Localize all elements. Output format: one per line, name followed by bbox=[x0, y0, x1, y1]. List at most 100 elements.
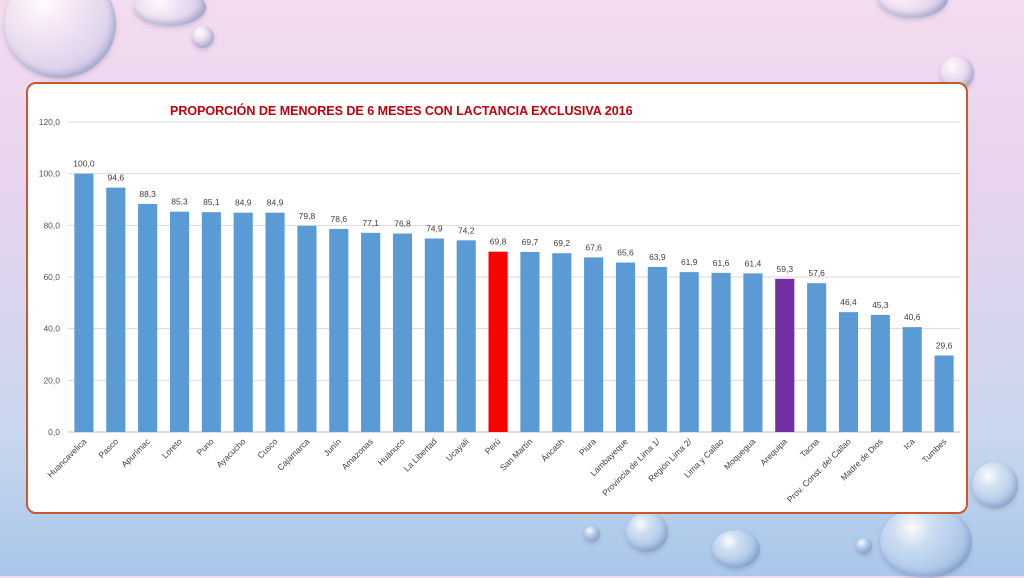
data-label: 78,6 bbox=[331, 214, 348, 224]
decorative-bubble bbox=[878, 0, 948, 18]
bar bbox=[870, 314, 890, 432]
x-tick-label: Piura bbox=[577, 436, 598, 457]
chart-card: PROPORCIÓN DE MENORES DE 6 MESES CON LAC… bbox=[26, 82, 968, 514]
decorative-bubble bbox=[192, 26, 214, 48]
data-label: 61,4 bbox=[745, 258, 762, 268]
decorative-bubble bbox=[972, 462, 1018, 508]
x-tick-label: Cajamarca bbox=[275, 436, 311, 472]
bar bbox=[233, 212, 253, 432]
data-label: 79,8 bbox=[299, 211, 316, 221]
bar bbox=[552, 253, 572, 432]
decorative-bubble bbox=[4, 0, 116, 78]
bar bbox=[838, 312, 859, 432]
x-tick-label: Tacna bbox=[798, 436, 821, 459]
x-tick-label: Amazonas bbox=[340, 436, 375, 471]
bar bbox=[902, 327, 922, 432]
data-label: 69,2 bbox=[554, 238, 571, 248]
bar bbox=[392, 233, 413, 432]
data-label: 29,6 bbox=[936, 341, 953, 351]
data-label: 69,8 bbox=[490, 237, 507, 247]
data-label: 74,9 bbox=[426, 224, 443, 234]
x-tick-label: Ayacucho bbox=[214, 436, 248, 470]
x-tick-label: Tumbes bbox=[920, 436, 949, 465]
bar bbox=[424, 238, 444, 432]
bar bbox=[138, 203, 158, 432]
x-tick-label: Provincia de Lima 1/ bbox=[600, 436, 662, 498]
data-label: 85,3 bbox=[171, 197, 188, 207]
data-label: 67,6 bbox=[585, 242, 602, 252]
x-tick-label: Perú bbox=[483, 436, 503, 456]
bar bbox=[615, 262, 636, 432]
data-label: 57,6 bbox=[808, 268, 825, 278]
data-label: 65,6 bbox=[617, 248, 634, 258]
bar bbox=[934, 355, 954, 432]
bar bbox=[329, 228, 349, 432]
y-tick-label: 60,0 bbox=[43, 272, 60, 282]
data-label: 84,9 bbox=[235, 198, 252, 208]
bar bbox=[743, 273, 763, 432]
data-label: 74,2 bbox=[458, 225, 475, 235]
x-tick-label: Junín bbox=[321, 436, 343, 458]
data-label: 94,6 bbox=[108, 173, 125, 183]
decorative-bubble bbox=[856, 538, 872, 554]
bar bbox=[584, 257, 604, 432]
x-tick-label: Huancavelica bbox=[45, 436, 88, 479]
data-label: 69,7 bbox=[522, 237, 539, 247]
x-tick-label: Cusco bbox=[255, 436, 279, 460]
bar bbox=[297, 225, 317, 432]
data-label: 61,6 bbox=[713, 258, 730, 268]
y-tick-label: 120,0 bbox=[39, 117, 61, 127]
bar bbox=[647, 266, 667, 432]
y-axis: 0,0 20,0 40,0 60,0 80,0 100,0 120,0 bbox=[39, 117, 61, 437]
x-tick-label: Moquegua bbox=[722, 436, 758, 472]
data-label: 61,9 bbox=[681, 257, 698, 267]
y-tick-label: 20,0 bbox=[43, 375, 60, 385]
bar bbox=[265, 212, 285, 432]
x-tick-label: Puno bbox=[195, 436, 216, 457]
decorative-bubble bbox=[134, 0, 206, 26]
x-tick-label: Ica bbox=[902, 436, 917, 451]
x-tick-label: Áncash bbox=[539, 436, 566, 463]
decorative-bubble bbox=[880, 506, 972, 578]
x-tick-label: La Libertad bbox=[402, 436, 439, 473]
data-label: 85,1 bbox=[203, 197, 220, 207]
y-tick-label: 40,0 bbox=[43, 324, 60, 334]
data-label: 59,3 bbox=[777, 264, 794, 274]
chart-title: PROPORCIÓN DE MENORES DE 6 MESES CON LAC… bbox=[170, 103, 633, 118]
y-tick-label: 0,0 bbox=[48, 427, 60, 437]
bar bbox=[361, 232, 381, 432]
bar bbox=[106, 187, 126, 432]
x-tick-label: Loreto bbox=[160, 436, 184, 460]
bar bbox=[169, 211, 190, 432]
x-tick-label: Pasco bbox=[96, 436, 120, 460]
x-axis: Huancavelica Pasco Apurímac Loreto PunoAyacu… bbox=[45, 436, 948, 505]
x-tick-label: Apurímac bbox=[119, 436, 152, 469]
x-tick-label: San Martín bbox=[498, 436, 535, 473]
data-label: 84,9 bbox=[267, 198, 284, 208]
y-tick-label: 100,0 bbox=[39, 169, 61, 179]
decorative-bubble bbox=[626, 512, 668, 552]
bar bbox=[711, 272, 731, 432]
data-label: 88,3 bbox=[139, 189, 156, 199]
decorative-bubble bbox=[584, 526, 600, 542]
x-tick-label: Arequipa bbox=[758, 436, 789, 467]
data-label: 40,6 bbox=[904, 312, 921, 322]
data-label: 77,1 bbox=[362, 218, 379, 228]
data-label: 45,3 bbox=[872, 300, 889, 310]
data-label: 46,4 bbox=[840, 297, 857, 307]
data-label: 76,8 bbox=[394, 219, 411, 229]
bar bbox=[775, 278, 795, 432]
bar bbox=[807, 283, 827, 432]
bar bbox=[456, 240, 476, 432]
decorative-bubble bbox=[712, 530, 760, 568]
bar bbox=[74, 173, 94, 432]
bar bbox=[488, 251, 508, 432]
data-label: 63,9 bbox=[649, 252, 666, 262]
bar bbox=[520, 251, 540, 432]
data-labels: 100,0 94,6 88,3 85,3 85,1 84,9 84,9 79,8 78,6 77,… bbox=[73, 159, 952, 351]
x-tick-label: Huánuco bbox=[376, 436, 407, 467]
data-label: 100,0 bbox=[73, 159, 95, 169]
bar-chart: PROPORCIÓN DE MENORES DE 6 MESES CON LAC… bbox=[39, 103, 960, 505]
bar bbox=[201, 212, 221, 432]
bars bbox=[74, 173, 954, 432]
